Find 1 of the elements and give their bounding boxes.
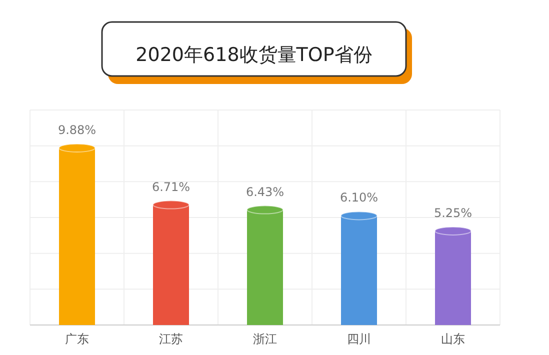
title: 2020年618收货量TOP省份 <box>136 44 372 66</box>
